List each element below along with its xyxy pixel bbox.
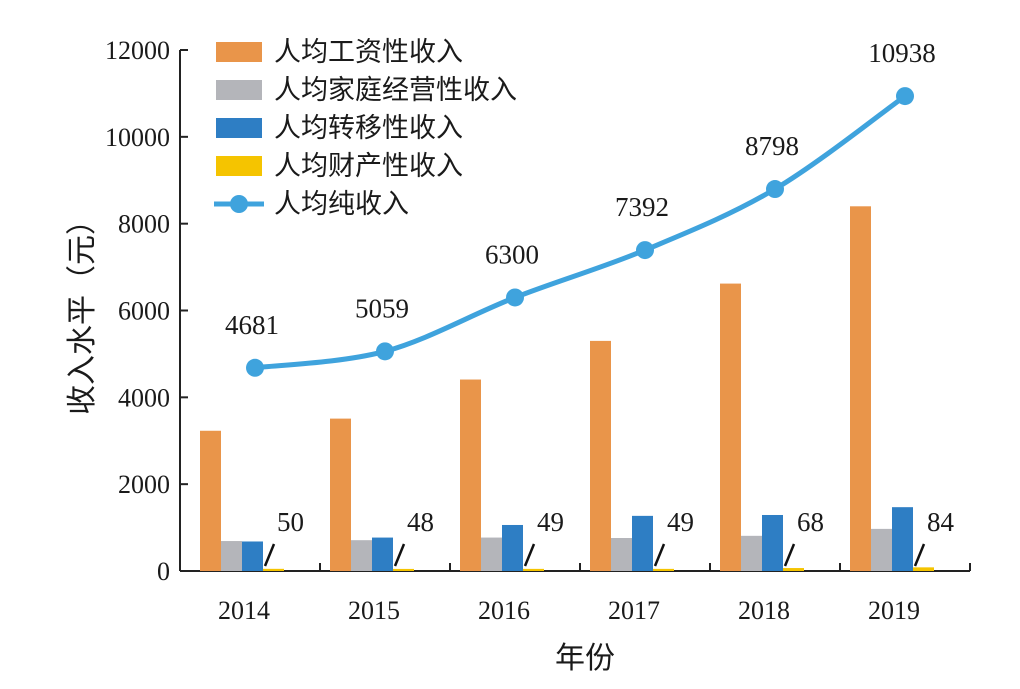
bar-3 bbox=[632, 515, 653, 571]
label-connector bbox=[783, 543, 796, 567]
y-tick-label: 8000 bbox=[118, 210, 170, 239]
y-tick-label: 0 bbox=[157, 557, 170, 586]
x-tick-label: 2017 bbox=[608, 596, 660, 625]
bar-4 bbox=[653, 568, 674, 571]
bar-value-label: 49 bbox=[537, 507, 564, 537]
y-axis-title: 收入水平（元） bbox=[66, 205, 99, 415]
bar-series bbox=[200, 206, 934, 572]
legend-swatch bbox=[216, 156, 262, 176]
bar-value-label: 68 bbox=[797, 507, 824, 537]
x-tick-label: 2016 bbox=[478, 596, 530, 625]
bar-1 bbox=[460, 379, 481, 571]
net-income-point bbox=[636, 241, 654, 260]
bar-2 bbox=[741, 535, 762, 571]
axes: 0 2000 4000 6000 8000 10000 12000 2014 2015 2016 2… bbox=[66, 36, 971, 675]
net-income-point bbox=[896, 87, 914, 106]
bar-1 bbox=[330, 418, 351, 571]
y-tick-label: 12000 bbox=[105, 36, 170, 65]
y-tick-label: 6000 bbox=[118, 297, 170, 326]
label-connector bbox=[393, 543, 406, 567]
bar-value-label: 48 bbox=[407, 507, 434, 537]
x-tick-label: 2014 bbox=[218, 596, 270, 625]
legend-swatch bbox=[216, 42, 262, 62]
bar-4 bbox=[523, 568, 544, 571]
x-axis-title: 年份 bbox=[555, 642, 615, 675]
data-labels: 50 48 49 49 68 84 4681 5059 6300 7392 8798 10938 bbox=[225, 38, 955, 567]
bar-4 bbox=[263, 568, 284, 571]
bar-value-label: 49 bbox=[667, 507, 694, 537]
line-value-label: 10938 bbox=[868, 38, 936, 68]
label-connector bbox=[653, 543, 666, 567]
legend-label: 人均转移性收入 bbox=[274, 113, 463, 143]
bar-2 bbox=[871, 528, 892, 571]
line-value-label: 6300 bbox=[485, 239, 539, 269]
line-value-label: 8798 bbox=[745, 131, 799, 161]
y-tick-label: 4000 bbox=[118, 383, 170, 412]
legend-swatch bbox=[216, 80, 262, 100]
bar-1 bbox=[850, 206, 871, 572]
bar-3 bbox=[502, 524, 523, 571]
legend-label: 人均家庭经营性收入 bbox=[274, 75, 517, 105]
bar-3 bbox=[762, 514, 783, 571]
bar-2 bbox=[221, 541, 242, 571]
line-value-label: 4681 bbox=[225, 310, 279, 340]
x-tick-label: 2018 bbox=[738, 596, 790, 625]
bar-4 bbox=[393, 568, 414, 571]
bar-2 bbox=[611, 538, 632, 571]
x-tick-label: 2019 bbox=[868, 596, 920, 625]
label-connector bbox=[523, 543, 536, 567]
bar-value-label: 50 bbox=[277, 507, 304, 537]
bar-2 bbox=[481, 537, 502, 571]
bar-1 bbox=[590, 340, 611, 571]
legend-marker bbox=[230, 195, 248, 213]
legend-label: 人均纯收入 bbox=[274, 189, 409, 219]
legend-label: 人均工资性收入 bbox=[274, 37, 463, 67]
line-series bbox=[246, 87, 914, 377]
bar-4 bbox=[783, 568, 804, 571]
label-connector bbox=[263, 543, 276, 567]
x-tick-label: 2015 bbox=[348, 596, 400, 625]
net-income-line bbox=[254, 94, 907, 371]
net-income-point bbox=[766, 180, 784, 199]
line-value-label: 5059 bbox=[355, 293, 409, 323]
bar-value-label: 84 bbox=[927, 507, 955, 537]
bar-3 bbox=[372, 537, 393, 571]
bar-1 bbox=[200, 430, 221, 571]
line-value-label: 7392 bbox=[615, 192, 669, 222]
bar-3 bbox=[242, 541, 263, 571]
bar-1 bbox=[720, 283, 741, 571]
net-income-point bbox=[376, 342, 394, 361]
bar-4 bbox=[913, 567, 934, 571]
bar-2 bbox=[351, 540, 372, 571]
legend-label: 人均财产性收入 bbox=[274, 151, 463, 181]
legend-swatch bbox=[216, 118, 262, 138]
y-tick-label: 10000 bbox=[105, 123, 170, 152]
net-income-point bbox=[506, 288, 524, 307]
label-connector bbox=[913, 543, 926, 567]
y-tick-label: 2000 bbox=[118, 470, 170, 499]
bar-3 bbox=[892, 507, 913, 571]
net-income-point bbox=[246, 358, 264, 377]
